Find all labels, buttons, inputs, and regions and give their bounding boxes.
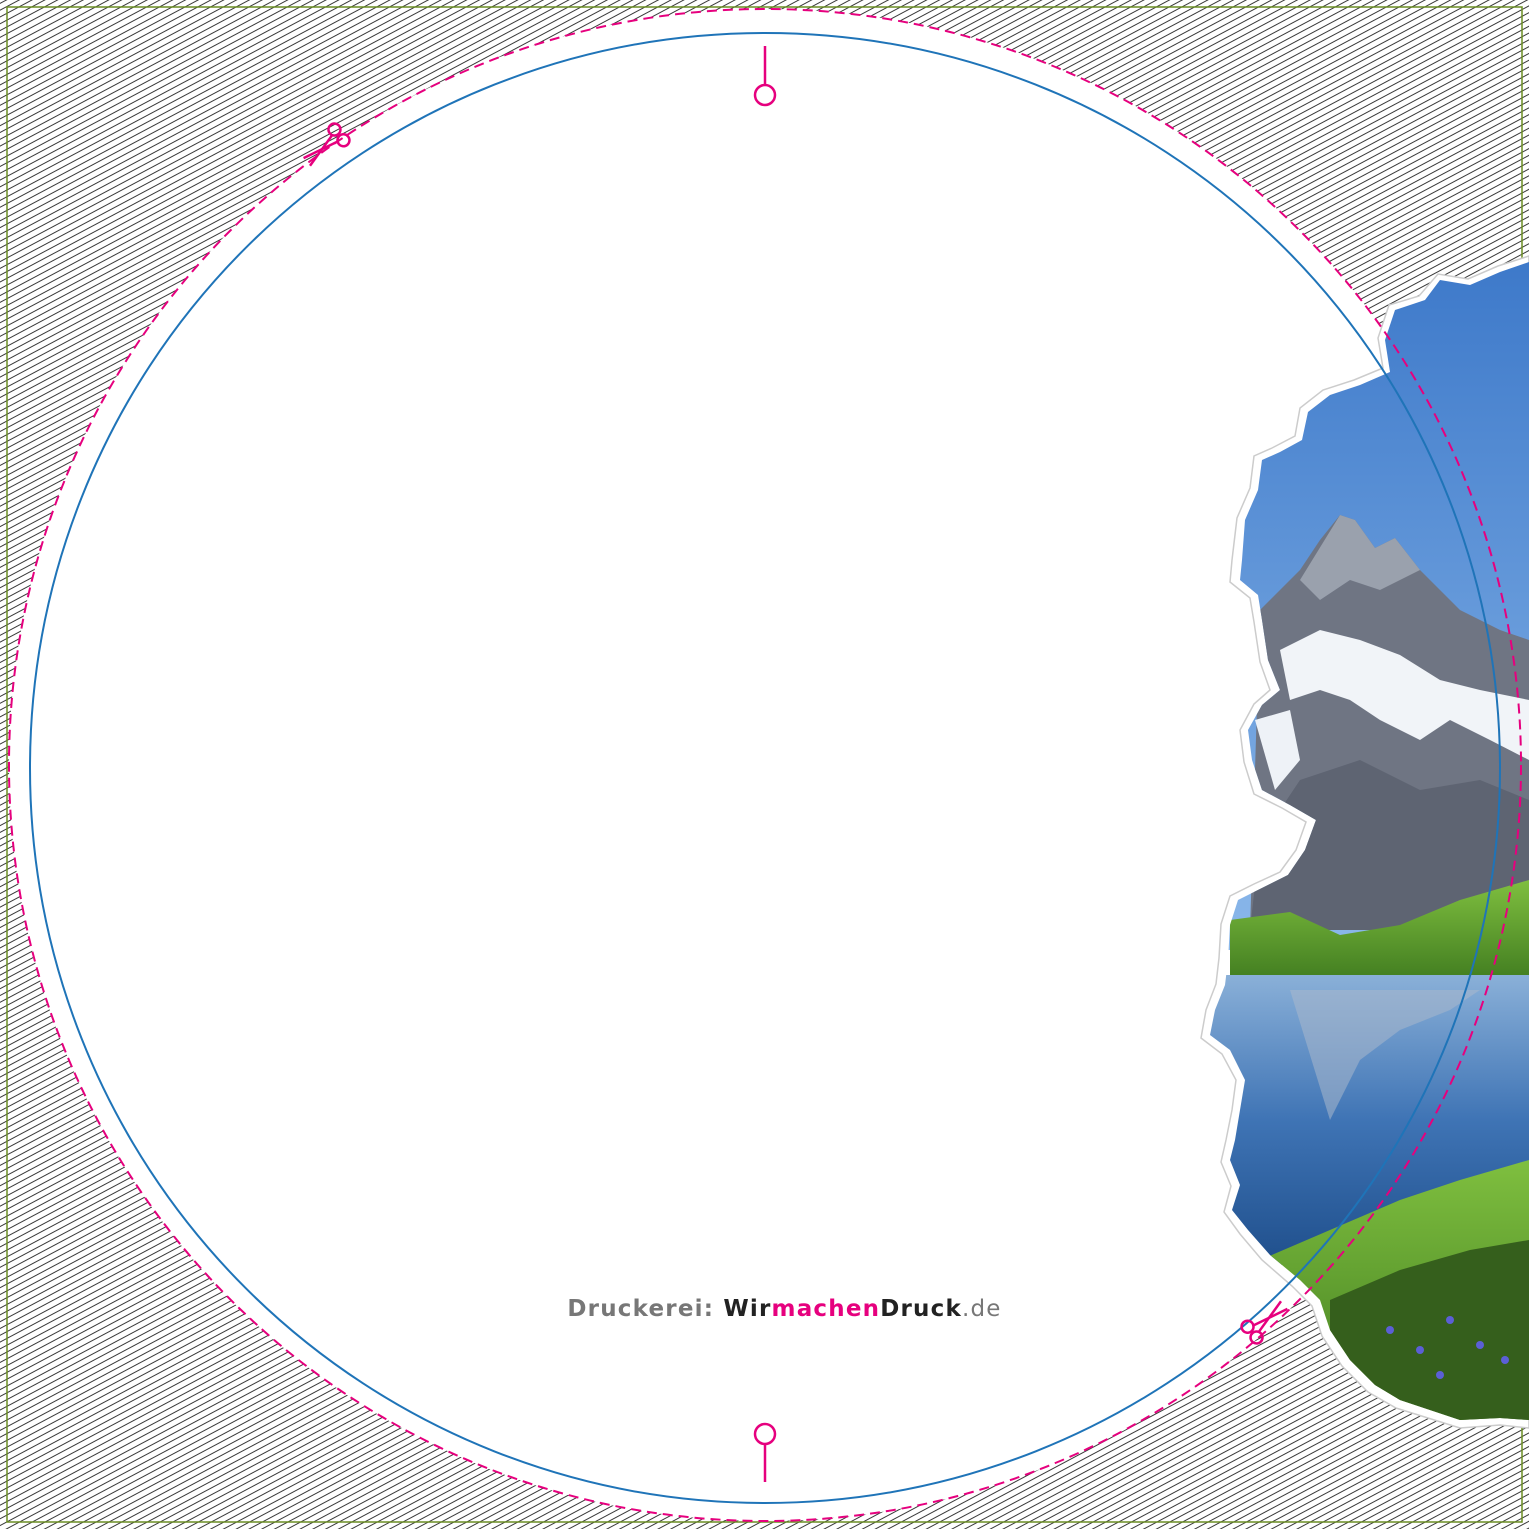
brand-machen: machen — [771, 1296, 881, 1322]
brand-domain: .de — [961, 1296, 1002, 1322]
pin-marker-icon — [753, 1422, 777, 1482]
scissors-icon — [303, 122, 351, 167]
printer-label: Druckerei: — [567, 1296, 715, 1322]
printer-credit: Druckerei: WirmachenDruck.de — [0, 1296, 1529, 1322]
cut-line — [8, 8, 1522, 1522]
scissors-icon — [1240, 1300, 1288, 1345]
brand-wir: Wir — [723, 1296, 772, 1322]
safety-line — [29, 32, 1501, 1504]
pin-marker-icon — [753, 46, 777, 107]
brand-druck: Druck — [880, 1296, 962, 1322]
white-disc — [9, 9, 1521, 1521]
